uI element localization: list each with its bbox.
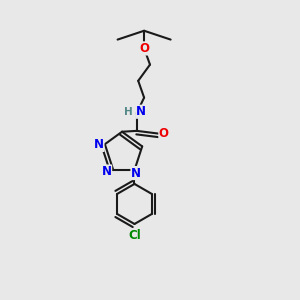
Text: H: H (124, 107, 132, 117)
Text: O: O (139, 42, 149, 55)
Text: O: O (159, 127, 169, 140)
Text: N: N (94, 138, 104, 152)
Text: Cl: Cl (128, 229, 141, 242)
Text: N: N (136, 105, 146, 118)
Text: N: N (102, 165, 112, 178)
Text: N: N (131, 167, 141, 179)
